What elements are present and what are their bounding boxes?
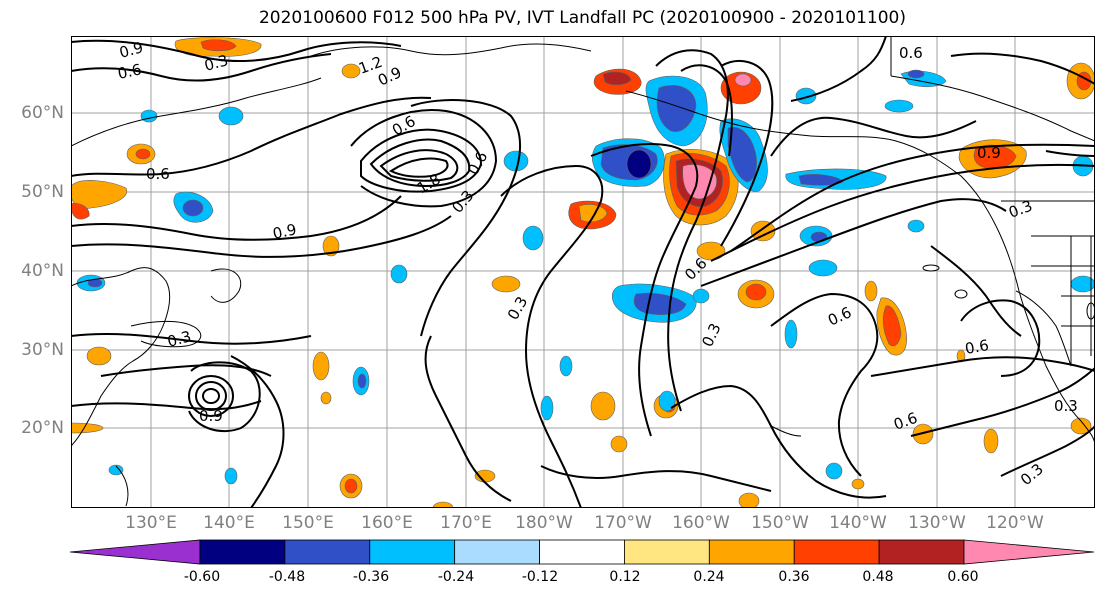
colorbar-segment (199, 539, 286, 565)
colorbar (70, 539, 1095, 565)
figure-title: 2020100600 F012 500 hPa PV, IVT Landfall… (258, 8, 906, 28)
colorbar-tick-label: 0.36 (778, 569, 810, 585)
colorbar-tick-label: -0.12 (521, 569, 559, 585)
lon-label: 130°W (908, 513, 966, 533)
contour-label: 0.3 (1054, 397, 1078, 415)
coastlines (71, 36, 1095, 507)
lon-label: 150°W (751, 513, 809, 533)
lon-label: 160°E (361, 513, 413, 533)
lon-label: 120°W (986, 513, 1044, 533)
colorbar-segment (454, 539, 540, 565)
contour-label: 0.3 (165, 327, 193, 351)
pv-contours (71, 36, 1095, 508)
colorbar-tick-label: -0.60 (183, 569, 221, 585)
colorbar-segment (878, 539, 965, 565)
lon-label: 170°E (440, 513, 492, 533)
lat-label: 40°N (21, 261, 64, 281)
colorbar-tick-label: 0.60 (947, 569, 979, 585)
colorbar-extend-high (963, 539, 1095, 565)
contour-label: 0.6 (116, 60, 143, 83)
lon-label: 140°W (829, 513, 887, 533)
colorbar-tick-label: 0.24 (693, 569, 725, 585)
contour-label: 0.9 (271, 220, 298, 243)
contour-label: 0.3 (202, 51, 230, 75)
lat-label: 20°N (21, 418, 64, 438)
colorbar-segment (539, 539, 625, 565)
colorbar-tick-label: 0.12 (609, 569, 641, 585)
lat-label: 60°N (21, 103, 64, 123)
colorbar-segment (284, 539, 371, 565)
map-panel: 0.9 0.6 0.3 1.2 0.9 0.6 0.9 0.3 0.6 1.8 … (71, 36, 1095, 508)
lon-label: 180°W (515, 513, 573, 533)
contour-label: 0.6 (899, 44, 923, 62)
colorbar-segment (793, 539, 880, 565)
contour-label: 0.6 (964, 336, 991, 358)
lon-label: 150°E (282, 513, 334, 533)
colorbar-tick-label: -0.24 (437, 569, 475, 585)
colorbar-tick-label: 0.48 (862, 569, 894, 585)
colorbar-segment (369, 539, 456, 565)
colorbar-tick-label: -0.48 (268, 569, 306, 585)
colorbar-extend-low (70, 539, 201, 565)
lon-label: 160°W (672, 513, 730, 533)
contour-label: 0.9 (199, 407, 223, 425)
lon-label: 170°W (594, 513, 652, 533)
lon-label: 130°E (125, 513, 177, 533)
lat-label: 50°N (21, 182, 64, 202)
contour-label: 0.9 (117, 38, 145, 62)
contour-label: 0.6 (146, 165, 170, 183)
colorbar-segment (624, 539, 710, 565)
lat-label: 30°N (21, 340, 64, 360)
contour-label: 0.9 (977, 144, 1001, 162)
lon-label: 140°E (203, 513, 255, 533)
colorbar-segment (708, 539, 795, 565)
colorbar-tick-label: -0.36 (352, 569, 390, 585)
